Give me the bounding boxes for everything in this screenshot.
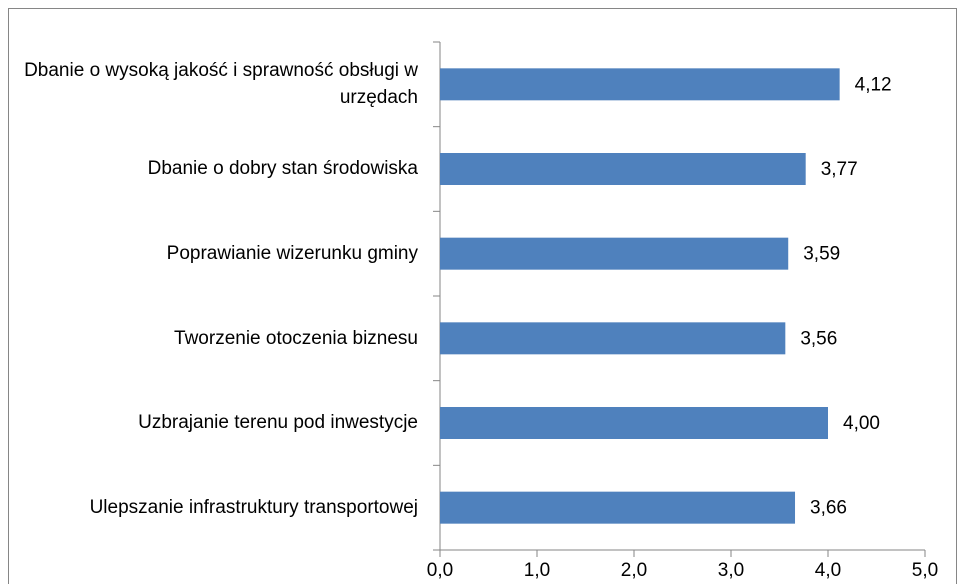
value-label: 3,56 [800,328,837,349]
bar [440,237,789,270]
value-label: 3,66 [810,498,847,519]
category-label: Uzbrajanie terenu pod inwestycje [138,412,418,434]
x-tick-label: 1,0 [524,560,550,581]
category-label: Dbanie o dobry stan środowiska [147,158,418,180]
category-label: Poprawianie wizerunku gminy [166,243,418,265]
x-tick-label: 5,0 [912,560,938,581]
category-label: Dbanie o wysoką jakość i sprawność obsłu… [24,60,418,109]
x-tick-label: 2,0 [621,560,647,581]
bar [440,153,806,185]
chart-frame [8,8,957,584]
bar [440,407,828,439]
category-label: Tworzenie otoczenia biznesu [174,327,418,349]
bar [440,322,786,355]
x-tick-label: 3,0 [718,560,744,581]
value-label: 4,12 [855,74,892,95]
bar [440,491,796,524]
value-label: 3,77 [821,159,858,180]
bar [440,68,840,101]
x-tick-label: 4,0 [815,560,841,581]
x-tick-label: 0,0 [427,560,453,581]
value-label: 4,00 [843,413,880,434]
value-label: 3,59 [803,244,840,265]
category-label: Ulepszanie infrastruktury transportowej [89,497,418,519]
